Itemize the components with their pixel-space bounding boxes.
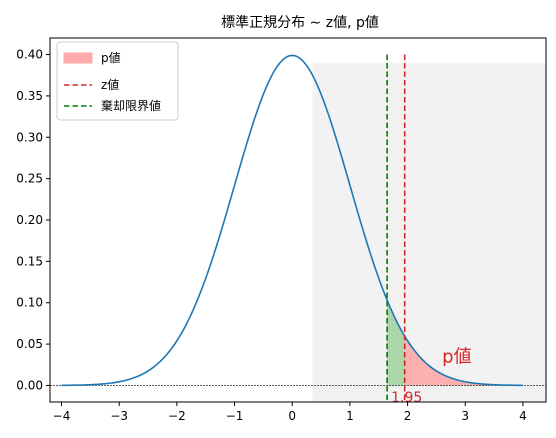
z-value-annotation: 1.95 [391,390,422,406]
legend-label: z値 [101,77,119,92]
x-tick-label: 3 [461,409,469,423]
y-tick-label: 0.15 [16,254,43,268]
legend-p-value-swatch [63,52,93,64]
normal-pdf-line [61,54,523,387]
x-tick-label: 2 [404,409,412,423]
legend-label: p値 [101,50,121,65]
y-tick-label: 0.05 [16,337,43,351]
y-tick-label: 0.30 [16,130,43,144]
plot-area: 1.95 p値 [50,54,546,406]
y-tick-label: 0.20 [16,213,43,227]
chart-title: 標準正規分布 ∼ z値, p値 [221,15,379,31]
x-tick-label: −3 [110,409,128,423]
x-tick-label: −1 [226,409,244,423]
p-value-annotation: p値 [442,346,471,367]
x-tick-label: 4 [519,409,527,423]
axes: −4 −3 −2 −1 0 1 2 3 4 0.00 0.05 0.10 0.15 0.20 0.25 0.3… [16,37,547,423]
x-tick-label: 1 [346,409,354,423]
y-tick-label: 0.35 [16,89,43,103]
y-tick-label: 0.25 [16,172,43,186]
legend-label: 棄却限界値 [101,98,161,113]
x-tick-label: −2 [168,409,186,423]
x-tick-label: −4 [53,409,71,423]
x-tick-label: 0 [288,409,296,423]
y-tick-label: 0.00 [16,378,43,392]
y-tick-label: 0.40 [16,48,43,62]
critical-region-area [387,300,405,386]
plot-clipped [50,54,546,402]
y-tick-label: 0.10 [16,296,43,310]
p-value-area [404,336,523,386]
shaded-background-region [312,62,546,402]
